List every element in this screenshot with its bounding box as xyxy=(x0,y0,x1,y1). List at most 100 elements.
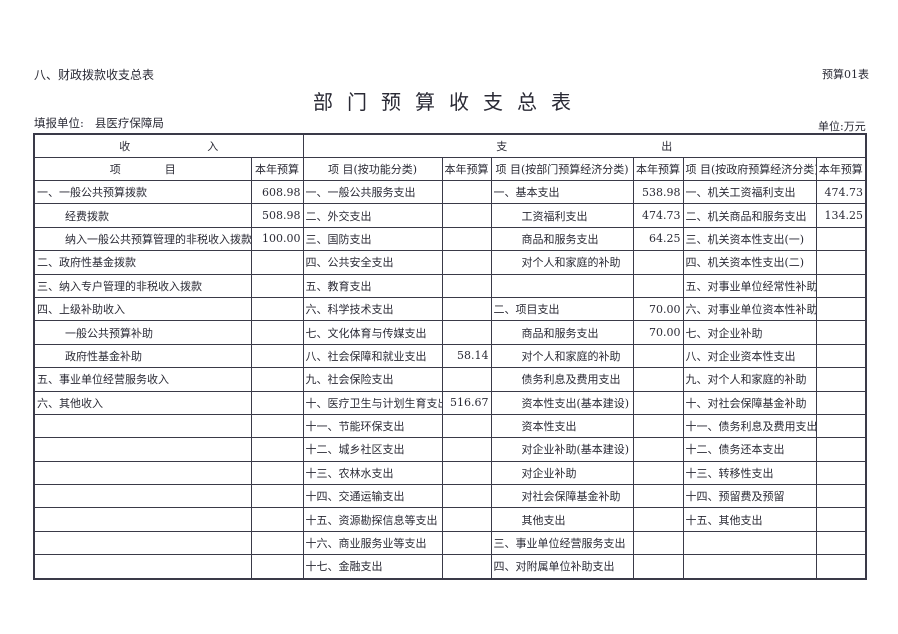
cell-function-budget xyxy=(441,179,492,205)
cell-dept-econ-item: 对个人和家庭的补助 xyxy=(490,343,634,369)
cell-income-item: 二、政府性基金拨款 xyxy=(33,250,252,275)
table-row: 十四、交通运输支出 对社会保障基金补助 十四、预留费及预留 xyxy=(33,484,867,509)
cell-function-item: 十二、城乡社区支出 xyxy=(302,437,443,462)
cell-dept-econ-item: 对个人和家庭的补助 xyxy=(490,250,634,275)
cell-income-budget: 100.00 xyxy=(250,226,304,252)
cell-gov-econ-budget xyxy=(815,413,867,439)
cell-function-budget xyxy=(441,296,492,322)
cell-function-item: 十一、节能环保支出 xyxy=(302,413,443,439)
cell-function-budget xyxy=(441,320,492,345)
table-row: 十一、节能环保支出 资本性支出 十一、债务利息及费用支出 xyxy=(33,413,867,439)
cell-gov-econ-budget xyxy=(815,484,867,509)
cell-income-budget xyxy=(250,507,304,532)
table-row: 十七、金融支出 四、对附属单位补助支出 xyxy=(33,554,867,580)
cell-gov-econ-budget xyxy=(815,367,867,392)
cell-dept-econ-item: 三、事业单位经营服务支出 xyxy=(490,530,634,556)
cell-gov-econ-budget xyxy=(815,530,867,556)
section-title: 八、财政拨款收支总表 xyxy=(34,68,155,82)
cell-income-budget xyxy=(250,343,304,369)
income-group-header: 收 入 xyxy=(33,133,304,158)
cell-gov-econ-budget xyxy=(815,296,867,322)
cell-income-item: 三、纳入专户管理的非税收入拨款 xyxy=(33,273,252,298)
cell-dept-econ-budget xyxy=(632,484,684,509)
table-row: 十二、城乡社区支出 对企业补助(基本建设) 十二、债务还本支出 xyxy=(33,437,867,462)
cell-income-item xyxy=(33,554,252,580)
cell-function-item: 十七、金融支出 xyxy=(302,554,443,580)
cell-function-item: 六、科学技术支出 xyxy=(302,296,443,322)
cell-function-budget xyxy=(441,507,492,532)
cell-gov-econ-item: 六、对事业单位资本性补助 xyxy=(682,296,817,322)
cell-dept-econ-item: 对社会保障基金补助 xyxy=(490,484,634,509)
cell-gov-econ-item: 三、机关资本性支出(一) xyxy=(682,226,817,252)
table-row: 一、一般公共预算拨款 608.98 一、一般公共服务支出 一、基本支出 538.98 一、… xyxy=(33,179,867,205)
cell-income-budget: 608.98 xyxy=(250,179,304,205)
cell-gov-econ-budget xyxy=(815,320,867,345)
cell-dept-econ-item: 商品和服务支出 xyxy=(490,226,634,252)
cell-income-budget xyxy=(250,296,304,322)
column-header-dept-econ-item: 项 目(按部门预算经济分类) xyxy=(490,157,634,181)
cell-gov-econ-budget xyxy=(815,437,867,462)
cell-income-item: 六、其他收入 xyxy=(33,390,252,415)
cell-gov-econ-item: 一、机关工资福利支出 xyxy=(682,179,817,205)
cell-function-item: 十六、商业服务业等支出 xyxy=(302,530,443,556)
cell-gov-econ-budget xyxy=(815,343,867,369)
cell-dept-econ-item: 工资福利支出 xyxy=(490,203,634,228)
cell-dept-econ-item: 资本性支出 xyxy=(490,413,634,439)
cell-income-item: 五、事业单位经营服务收入 xyxy=(33,367,252,392)
cell-dept-econ-item: 资本性支出(基本建设) xyxy=(490,390,634,415)
cell-function-budget xyxy=(441,413,492,439)
cell-gov-econ-item: 十、对社会保障基金补助 xyxy=(682,390,817,415)
cell-function-item: 十五、资源勘探信息等支出 xyxy=(302,507,443,532)
cell-income-budget: 508.98 xyxy=(250,203,304,228)
filling-unit: 填报单位: 县医疗保障局 xyxy=(34,115,164,131)
filling-unit-value: 县医疗保障局 xyxy=(94,116,164,130)
cell-function-item: 二、外交支出 xyxy=(302,203,443,228)
cell-gov-econ-budget xyxy=(815,460,867,486)
cell-income-item: 纳入一般公共预算管理的非税收入拨款 xyxy=(33,226,252,252)
column-header-function-item: 项 目(按功能分类) xyxy=(302,157,443,181)
cell-gov-econ-item: 五、对事业单位经常性补助 xyxy=(682,273,817,298)
cell-gov-econ-budget: 134.25 xyxy=(815,203,867,228)
cell-income-item: 经费拨款 xyxy=(33,203,252,228)
cell-gov-econ-item: 十三、转移性支出 xyxy=(682,460,817,486)
cell-dept-econ-item: 一、基本支出 xyxy=(490,179,634,205)
cell-gov-econ-item: 七、对企业补助 xyxy=(682,320,817,345)
cell-gov-econ-item: 十一、债务利息及费用支出 xyxy=(682,413,817,439)
table-row: 十六、商业服务业等支出 三、事业单位经营服务支出 xyxy=(33,530,867,556)
cell-dept-econ-budget: 64.25 xyxy=(632,226,684,252)
cell-gov-econ-item xyxy=(682,554,817,580)
cell-income-item: 四、上级补助收入 xyxy=(33,296,252,322)
cell-gov-econ-budget xyxy=(815,554,867,580)
cell-income-budget xyxy=(250,530,304,556)
cell-function-item: 九、社会保险支出 xyxy=(302,367,443,392)
group-header-row: 收 入 支 出 xyxy=(33,133,867,158)
cell-gov-econ-budget xyxy=(815,507,867,532)
cell-function-item: 十三、农林水支出 xyxy=(302,460,443,486)
cell-gov-econ-item: 二、机关商品和服务支出 xyxy=(682,203,817,228)
cell-income-budget xyxy=(250,437,304,462)
cell-dept-econ-budget xyxy=(632,460,684,486)
cell-function-item: 七、文化体育与传媒支出 xyxy=(302,320,443,345)
cell-dept-econ-budget xyxy=(632,367,684,392)
cell-dept-econ-item: 商品和服务支出 xyxy=(490,320,634,345)
cell-income-budget xyxy=(250,250,304,275)
table-row: 六、其他收入 十、医疗卫生与计划生育支出 516.67 资本性支出(基本建设) 十、对社… xyxy=(33,390,867,415)
cell-gov-econ-item: 四、机关资本性支出(二) xyxy=(682,250,817,275)
cell-dept-econ-budget: 538.98 xyxy=(632,179,684,205)
cell-dept-econ-item xyxy=(490,273,634,298)
cell-gov-econ-item: 八、对企业资本性支出 xyxy=(682,343,817,369)
table-row: 五、事业单位经营服务收入 九、社会保险支出 债务利息及费用支出 九、对个人和家庭的补助 xyxy=(33,367,867,392)
cell-gov-econ-budget xyxy=(815,390,867,415)
column-header-function-budget: 本年预算 xyxy=(441,157,492,181)
table-row: 二、政府性基金拨款 四、公共安全支出 对个人和家庭的补助 四、机关资本性支出(二) xyxy=(33,250,867,275)
cell-income-item xyxy=(33,413,252,439)
cell-dept-econ-item: 对企业补助 xyxy=(490,460,634,486)
cell-function-item: 一、一般公共服务支出 xyxy=(302,179,443,205)
table-row: 三、纳入专户管理的非税收入拨款 五、教育支出 五、对事业单位经常性补助 xyxy=(33,273,867,298)
cell-income-budget xyxy=(250,413,304,439)
cell-dept-econ-item: 四、对附属单位补助支出 xyxy=(490,554,634,580)
cell-income-budget xyxy=(250,320,304,345)
cell-dept-econ-item: 其他支出 xyxy=(490,507,634,532)
column-header-income-budget: 本年预算 xyxy=(250,157,304,181)
cell-income-item xyxy=(33,530,252,556)
